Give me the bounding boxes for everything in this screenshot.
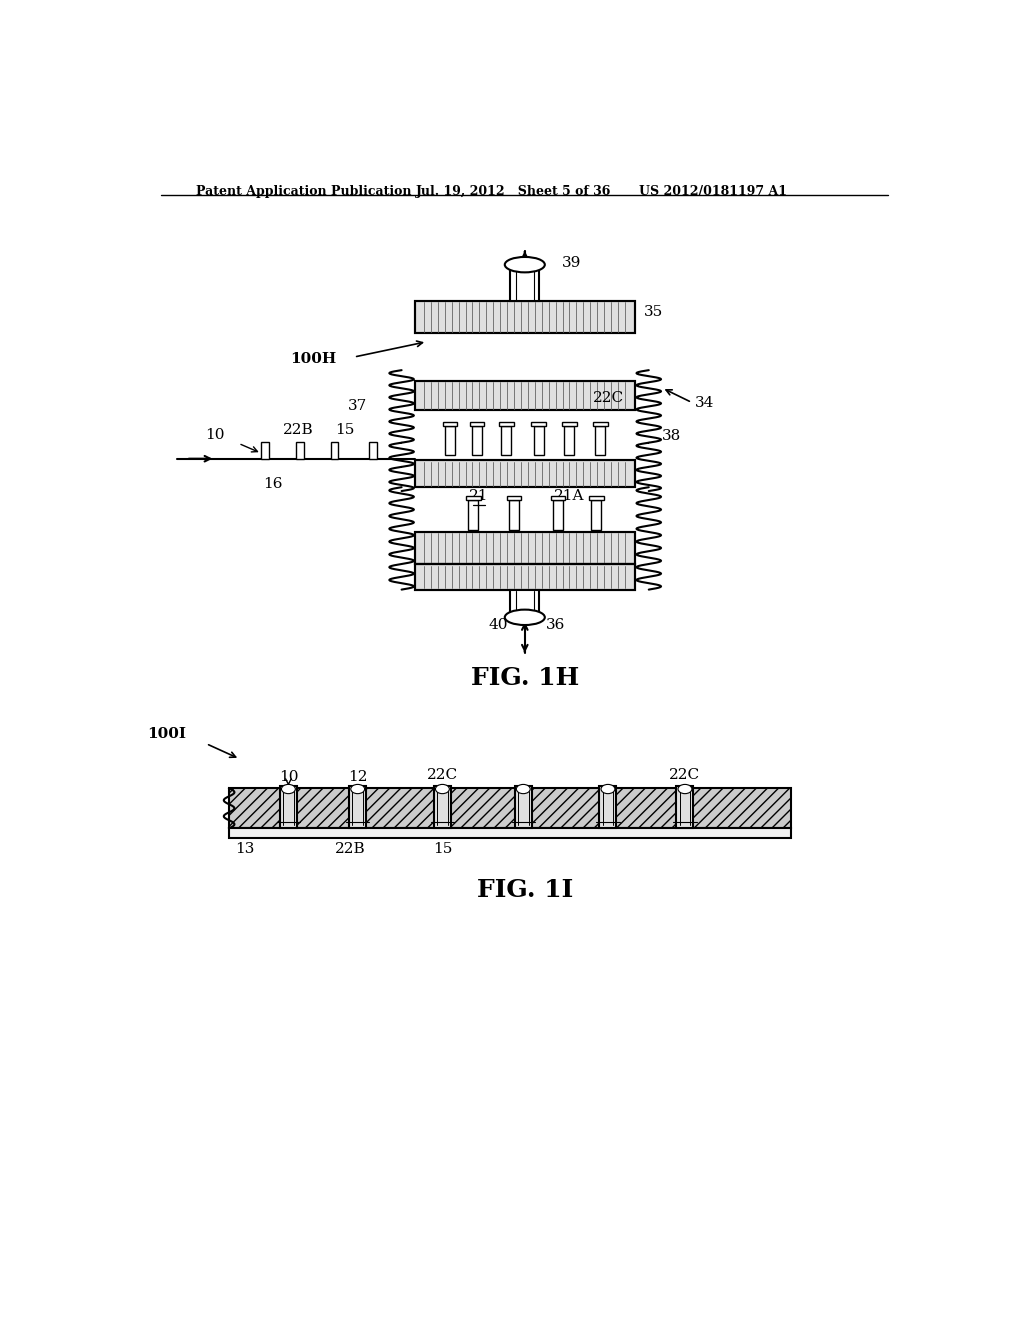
Bar <box>599 785 616 829</box>
Bar <box>434 785 451 829</box>
Text: 36: 36 <box>547 618 565 632</box>
Text: 22C: 22C <box>593 391 624 405</box>
Bar <box>499 422 514 425</box>
Bar <box>416 532 635 564</box>
Ellipse shape <box>678 784 692 793</box>
Text: 35: 35 <box>644 305 664 319</box>
Text: 34: 34 <box>695 396 715 411</box>
Bar <box>466 496 480 500</box>
Ellipse shape <box>505 610 545 626</box>
Bar <box>442 422 458 425</box>
Bar <box>502 425 511 455</box>
Bar <box>445 425 455 455</box>
Ellipse shape <box>516 784 530 793</box>
Text: FIG. 1H: FIG. 1H <box>471 667 579 690</box>
Bar <box>515 785 531 829</box>
Bar <box>416 301 635 333</box>
Text: 10: 10 <box>279 770 298 784</box>
Ellipse shape <box>351 784 365 793</box>
Bar <box>562 422 577 425</box>
Text: Patent Application Publication: Patent Application Publication <box>196 185 412 198</box>
Text: 21: 21 <box>469 490 488 503</box>
Text: 38: 38 <box>662 429 681 442</box>
Bar <box>468 500 478 529</box>
Text: 40: 40 <box>488 618 508 632</box>
Text: 22B: 22B <box>335 842 366 857</box>
Text: 100H: 100H <box>291 351 337 366</box>
Text: FIG. 1I: FIG. 1I <box>477 878 572 902</box>
Bar <box>416 532 635 564</box>
Text: Jul. 19, 2012   Sheet 5 of 36: Jul. 19, 2012 Sheet 5 of 36 <box>416 185 611 198</box>
Text: 39: 39 <box>562 256 582 271</box>
Text: 12: 12 <box>348 770 368 784</box>
Bar <box>589 496 604 500</box>
Text: 22C: 22C <box>670 768 700 781</box>
Bar <box>349 785 367 829</box>
Bar <box>531 422 546 425</box>
Bar <box>416 461 635 487</box>
Bar <box>261 442 269 459</box>
Bar <box>416 301 635 333</box>
Text: 10: 10 <box>206 428 225 442</box>
Bar <box>553 500 563 529</box>
Bar <box>551 496 565 500</box>
Bar <box>677 785 693 829</box>
Bar <box>593 422 607 425</box>
Bar <box>534 425 544 455</box>
Text: 15: 15 <box>335 424 354 437</box>
Bar <box>296 442 304 459</box>
Text: 15: 15 <box>433 842 453 857</box>
Text: 37: 37 <box>348 400 367 413</box>
Bar <box>416 564 635 590</box>
Text: 21A: 21A <box>554 490 585 503</box>
Text: 16: 16 <box>263 478 283 491</box>
Bar <box>470 422 484 425</box>
Bar <box>331 442 339 459</box>
Text: 100I: 100I <box>147 727 186 742</box>
Bar <box>229 788 792 829</box>
Ellipse shape <box>505 257 545 272</box>
Ellipse shape <box>435 784 450 793</box>
Bar <box>416 381 635 411</box>
Bar <box>507 496 521 500</box>
Bar <box>472 425 482 455</box>
Bar <box>229 829 792 838</box>
Bar <box>564 425 574 455</box>
Text: 22B: 22B <box>283 424 313 437</box>
Bar <box>510 263 540 301</box>
Bar <box>510 590 540 616</box>
Bar <box>229 788 792 829</box>
Ellipse shape <box>601 784 614 793</box>
Bar <box>592 500 601 529</box>
Text: US 2012/0181197 A1: US 2012/0181197 A1 <box>639 185 786 198</box>
Text: 13: 13 <box>234 842 254 857</box>
Bar <box>595 425 605 455</box>
Bar <box>416 461 635 487</box>
Bar <box>416 564 635 590</box>
Bar <box>509 500 519 529</box>
Text: 22C: 22C <box>427 768 458 781</box>
Bar <box>416 381 635 411</box>
Ellipse shape <box>282 784 295 793</box>
Bar <box>280 785 297 829</box>
Bar <box>370 442 377 459</box>
